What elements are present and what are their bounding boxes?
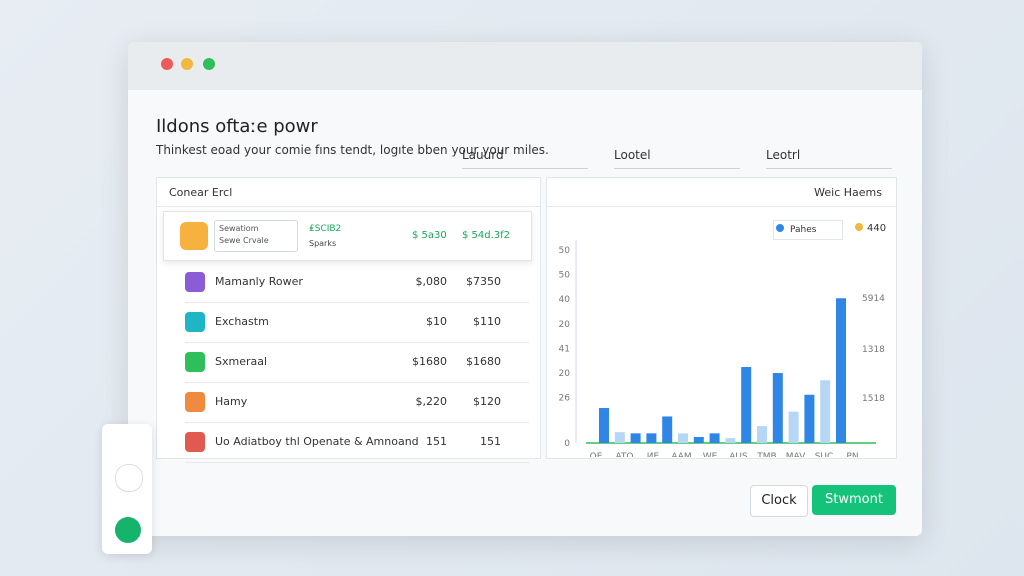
selected-row[interactable]: Sewatiom Sewe Crvale ₤SCIB2 Sparks $ 5a30…: [163, 211, 532, 261]
y-label: 40: [559, 295, 571, 305]
bar: [820, 380, 831, 443]
y-label: 50: [559, 246, 571, 256]
row-name: Uo Adiatboy thl Openate & Amnoand: [215, 435, 419, 448]
right-label: 1518: [862, 394, 885, 404]
bar: [693, 436, 704, 443]
y-label: 26: [559, 394, 571, 404]
row-icon: [185, 432, 205, 452]
table-row[interactable]: Exchastm $10 $110: [185, 302, 529, 343]
table-row[interactable]: Sxmeraal $1680 $1680: [185, 342, 529, 383]
row-value: $110: [473, 315, 501, 328]
tag-sub: Sparks: [309, 239, 337, 248]
amount: $ 5a30: [412, 230, 447, 241]
legend[interactable]: Pahes: [773, 220, 843, 240]
row-icon: [185, 392, 205, 412]
row-value: $7350: [466, 275, 501, 288]
table-row[interactable]: Mamanly Rower $,080 $7350: [185, 262, 529, 303]
y-label: 0: [564, 439, 570, 449]
bar: [725, 438, 736, 443]
bar: [599, 408, 609, 443]
chart: 50 50 40 20 41 20 26 0 5914 1318 1518 OE ATO ИE AAM WE A…: [559, 240, 885, 457]
row-name: Mamanly Rower: [215, 275, 303, 288]
panel-header: Conear Ercl: [169, 186, 233, 199]
minimize[interactable]: [181, 58, 193, 70]
y-label: 41: [559, 344, 570, 354]
bar: [662, 416, 673, 443]
x-label: ИE: [647, 452, 660, 457]
amount: $ 54d.3f2: [462, 230, 511, 241]
maximize[interactable]: [203, 58, 215, 70]
bar: [804, 394, 815, 443]
table-row[interactable]: Uo Adiatboy thl Openate & Amnoand 151 15…: [185, 422, 529, 463]
table-row[interactable]: Hamy $,220 $120: [185, 382, 529, 423]
row-name: Exchastm: [215, 315, 269, 328]
tag: ₤SCIB2: [309, 224, 342, 234]
dropdown[interactable]: Lauurd: [462, 142, 588, 169]
dropdown[interactable]: Leotrl: [766, 142, 892, 169]
x-label: OE: [590, 452, 603, 457]
row-icon: [185, 352, 205, 372]
left-panel: Conear Ercl Sewatiom Sewe Crvale ₤SCIB2 S…: [156, 177, 541, 463]
bar: [741, 367, 752, 443]
right-label: 5914: [862, 294, 885, 304]
y-label: 20: [559, 369, 571, 379]
chart-title: Weic Haems: [814, 186, 882, 199]
bar: [757, 426, 767, 443]
bar: [772, 373, 783, 443]
avatar: [180, 222, 208, 250]
bar: [614, 432, 625, 443]
row-value: $,220: [415, 395, 448, 408]
x-label: AAM: [671, 452, 691, 457]
x-label: WE: [703, 452, 718, 457]
row-value: $1680: [412, 355, 447, 368]
subtitle: Thinkest eoad your comie fıns tendt, log…: [156, 143, 549, 157]
row-name: Hamy: [215, 395, 248, 408]
bar: [709, 433, 720, 443]
bar: [788, 411, 799, 443]
x-label: SUC: [815, 452, 834, 457]
x-label: ATO: [615, 452, 633, 457]
row-icon: [185, 272, 205, 292]
side-widget: [102, 424, 152, 554]
close[interactable]: [161, 58, 173, 70]
title-bar: [128, 42, 922, 90]
row-value: $1680: [466, 355, 501, 368]
row-value: 151: [480, 435, 501, 448]
bar: [836, 298, 846, 443]
select[interactable]: Sewatiom Sewe Crvale: [214, 220, 298, 252]
row-value: 151: [426, 435, 447, 448]
bar: [678, 433, 688, 443]
y-label: 20: [559, 320, 571, 330]
window: Ildons oftaːe powr Thinkest eoad your co…: [128, 42, 922, 536]
y-label: 50: [559, 271, 571, 281]
bar: [630, 433, 641, 443]
bar: [646, 433, 657, 443]
x-label: PN: [846, 452, 858, 457]
dropdown[interactable]: Lootel: [614, 142, 740, 169]
x-label: AUS: [729, 452, 748, 457]
legend: 440: [855, 220, 886, 238]
right-label: 1318: [862, 345, 885, 355]
row-value: $120: [473, 395, 501, 408]
row-value: $10: [426, 315, 447, 328]
row-name: Sxmeraal: [215, 355, 268, 368]
button[interactable]: Stwmont: [812, 485, 896, 515]
icon-button[interactable]: [115, 517, 141, 543]
x-label: MAV: [786, 452, 806, 457]
button[interactable]: Clock: [750, 485, 808, 517]
x-label: TMB: [756, 452, 776, 457]
row-icon: [185, 312, 205, 332]
icon-button[interactable]: [115, 464, 143, 492]
row-value: $,080: [415, 275, 448, 288]
title: Ildons oftaːe powr: [156, 116, 318, 137]
